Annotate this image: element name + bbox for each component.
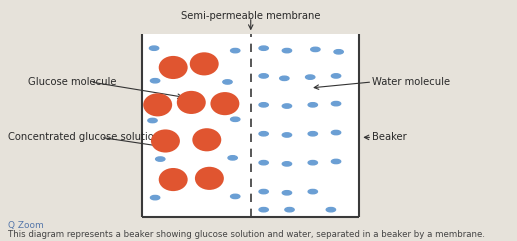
Circle shape [259,208,268,212]
Text: Water molecule: Water molecule [372,77,450,87]
Circle shape [150,195,160,200]
Circle shape [331,101,341,106]
Circle shape [150,79,160,83]
Ellipse shape [143,93,172,116]
Text: Q Zoom: Q Zoom [8,221,43,230]
Text: Glucose molecule: Glucose molecule [28,77,117,87]
Text: This diagram represents a beaker showing glucose solution and water, separated i: This diagram represents a beaker showing… [8,230,485,240]
Ellipse shape [210,92,239,115]
Circle shape [308,161,317,165]
Circle shape [282,104,292,108]
Circle shape [331,159,341,164]
Circle shape [231,194,240,199]
Circle shape [231,48,240,53]
Circle shape [282,191,292,195]
Ellipse shape [159,56,188,79]
Circle shape [334,50,343,54]
Text: Concentrated glucose solution: Concentrated glucose solution [8,132,160,142]
Circle shape [331,74,341,78]
Circle shape [148,118,157,123]
Ellipse shape [190,52,219,75]
Circle shape [326,208,336,212]
Ellipse shape [159,168,188,191]
Circle shape [156,157,165,161]
Text: Semi-permeable membrane: Semi-permeable membrane [181,11,321,21]
Circle shape [259,46,268,50]
Circle shape [231,117,240,121]
Circle shape [285,208,294,212]
Bar [142,34,359,217]
Circle shape [308,189,317,194]
Circle shape [306,75,315,79]
Ellipse shape [195,167,224,190]
Circle shape [308,103,317,107]
Circle shape [259,74,268,78]
Circle shape [223,80,232,84]
Circle shape [259,103,268,107]
Circle shape [308,132,317,136]
Circle shape [149,46,159,50]
Circle shape [259,189,268,194]
Ellipse shape [177,91,206,114]
Ellipse shape [151,129,180,153]
Circle shape [282,133,292,137]
Circle shape [282,162,292,166]
Circle shape [280,76,289,80]
Text: Beaker: Beaker [372,132,407,142]
Circle shape [259,132,268,136]
Circle shape [259,161,268,165]
Ellipse shape [192,128,221,151]
Circle shape [331,130,341,135]
Circle shape [228,156,237,160]
Circle shape [282,48,292,53]
Circle shape [311,47,320,52]
